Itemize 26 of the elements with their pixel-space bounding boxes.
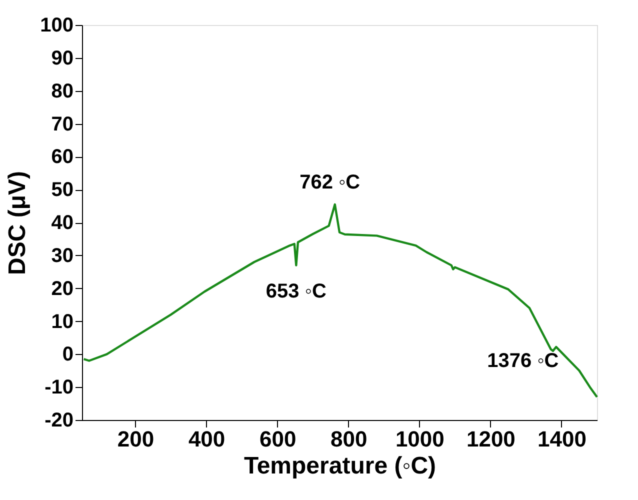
x-axis-title: Temperature (◦C) <box>244 452 436 480</box>
y-tick-label: 70 <box>51 113 74 136</box>
line-series <box>82 203 598 398</box>
y-tick-label: -20 <box>44 410 74 432</box>
annotation: 653 ◦C <box>266 280 326 302</box>
y-tick-label: 30 <box>51 244 74 267</box>
x-tick-label: 400 <box>188 426 226 452</box>
y-tick-label: 0 <box>62 344 74 366</box>
annotation: 1376 ◦C <box>487 350 559 372</box>
annotation: 762 ◦C <box>300 171 360 194</box>
x-tick-label: 1000 <box>395 426 444 452</box>
x-tick-label: 200 <box>117 426 154 452</box>
y-tick-label: 10 <box>51 310 74 333</box>
x-tick-label: 1200 <box>466 426 516 452</box>
x-tick-label: 800 <box>330 426 368 452</box>
y-tick-label: 100 <box>40 14 74 36</box>
y-tick-label: -10 <box>44 376 74 399</box>
x-tick-label: 600 <box>259 426 296 452</box>
y-axis-title: DSC (μV) <box>4 170 32 276</box>
y-tick-label: 40 <box>51 212 74 234</box>
y-tick-label: 80 <box>51 80 74 102</box>
y-tick-label: 60 <box>51 146 74 168</box>
y-tick-label: 50 <box>51 179 74 202</box>
y-tick-label: 20 <box>51 278 74 300</box>
y-tick-label: 90 <box>51 47 74 70</box>
x-tick-label: 1400 <box>538 426 586 452</box>
